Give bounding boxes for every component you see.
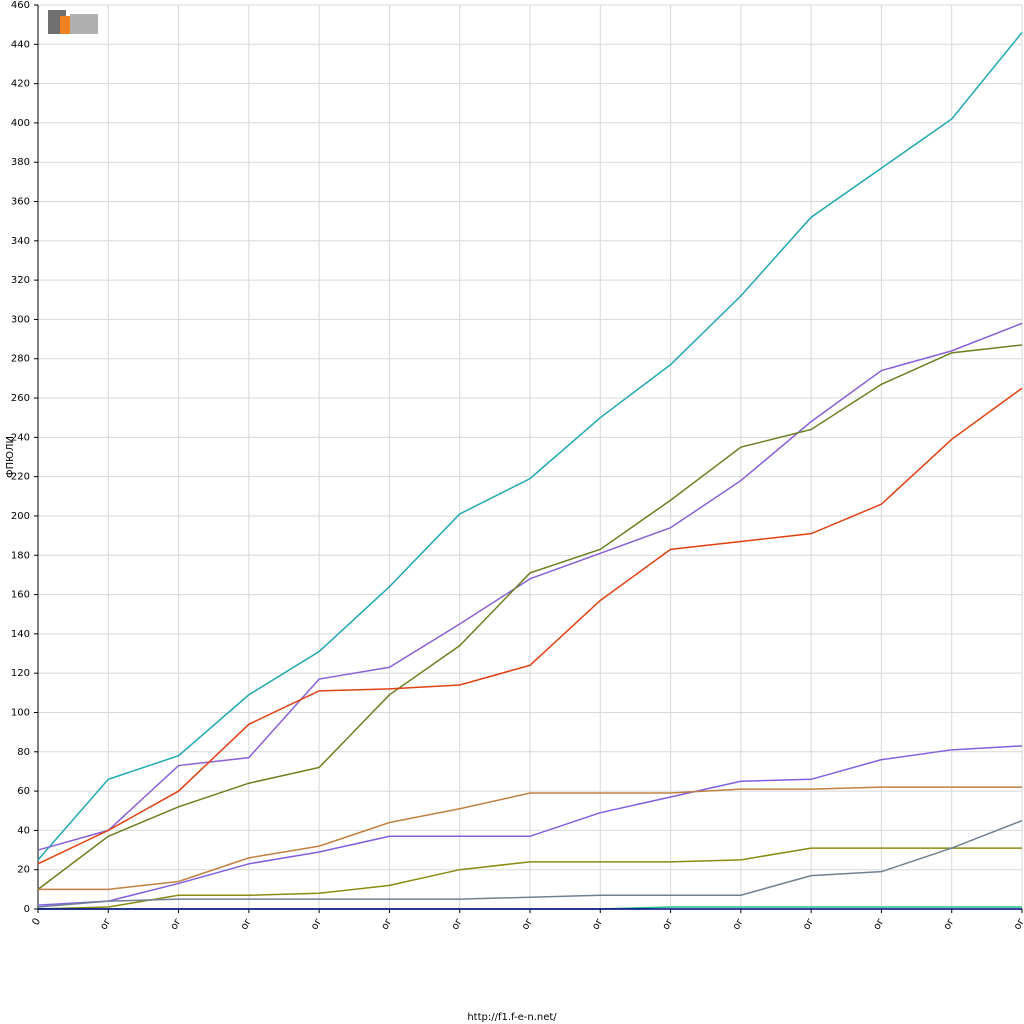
y-tick-label: 400 xyxy=(11,118,30,129)
y-tick-label: 300 xyxy=(11,314,30,325)
y-tick-label: 280 xyxy=(11,354,30,365)
x-tick-label: ог xyxy=(942,917,957,932)
y-tick-label: 80 xyxy=(17,747,30,758)
y-tick-label: 60 xyxy=(17,786,30,797)
x-tick-label: ог xyxy=(661,917,676,932)
y-axis-label: ФПЮЛИ xyxy=(5,436,16,478)
x-tick-label: ог xyxy=(450,917,465,932)
x-tick-label: ог xyxy=(309,917,324,932)
x-tick-label: ог xyxy=(871,917,886,932)
y-tick-label: 380 xyxy=(11,157,30,168)
footer: http://f1.f-e-n.net/ xyxy=(467,1012,557,1023)
y-tick-label: 100 xyxy=(11,707,30,718)
series-line xyxy=(37,745,1023,906)
y-tick-label: 180 xyxy=(11,550,30,561)
y-tick-label: 240 xyxy=(11,432,30,443)
y-tick-label: 0 xyxy=(24,904,30,915)
y-tick-label: 220 xyxy=(11,472,30,483)
x-tick-label: 0 xyxy=(30,917,43,928)
series-line xyxy=(37,847,1022,910)
x-tick-label: ог xyxy=(590,917,605,932)
x-tick-label: ог xyxy=(169,917,184,932)
x-tick-label: ог xyxy=(1012,917,1024,932)
y-tick-label: 40 xyxy=(17,825,30,836)
y-tick-label: 120 xyxy=(11,668,30,679)
x-tick-label: ог xyxy=(239,917,254,932)
x-tick-label: ог xyxy=(520,917,535,932)
series-line xyxy=(37,344,1023,890)
y-tick-label: 140 xyxy=(11,629,30,640)
y-tick-label: 20 xyxy=(17,865,30,876)
y-tick-label: 200 xyxy=(11,511,30,522)
y-tick-label: 440 xyxy=(11,39,30,50)
series-line xyxy=(37,387,1023,865)
logo xyxy=(48,10,98,34)
y-tick-label: 160 xyxy=(11,590,30,601)
y-tick-label: 360 xyxy=(11,197,30,208)
x-tick-label: ог xyxy=(98,917,113,932)
series-line xyxy=(37,322,1023,851)
y-tick-label: 420 xyxy=(11,79,30,90)
y-tick-label: 320 xyxy=(11,275,30,286)
series-line xyxy=(37,819,1023,908)
series-line xyxy=(37,32,1023,861)
y-tick-label: 340 xyxy=(11,236,30,247)
series-line xyxy=(38,786,1022,891)
x-tick-label: ог xyxy=(801,917,816,932)
x-tick-label: ог xyxy=(379,917,394,932)
x-tick-label: ог xyxy=(731,917,746,932)
y-tick-label: 260 xyxy=(11,393,30,404)
y-tick-label: 460 xyxy=(11,0,30,11)
